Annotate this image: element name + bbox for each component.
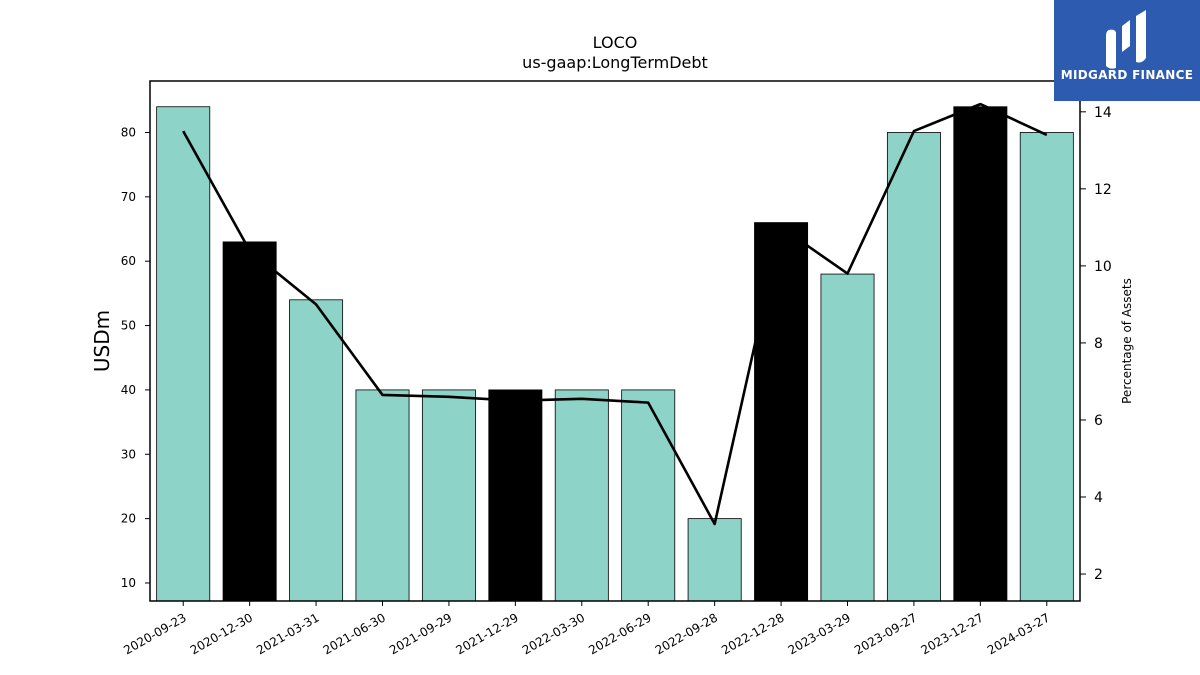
y-tick-label: 20 <box>121 512 136 526</box>
brand-logo: MIDGARD FINANCE <box>1054 0 1200 101</box>
brand-mark-icon <box>1106 10 1146 69</box>
chart-subtitle: us-gaap:LongTermDebt <box>522 53 708 72</box>
y-right-tick-label: 4 <box>1094 490 1103 506</box>
x-tick-label: 2021-06-30 <box>321 610 388 657</box>
bar <box>289 299 344 602</box>
bars-group <box>156 106 1074 602</box>
chart-title: LOCO <box>593 33 638 52</box>
bar <box>355 389 410 602</box>
bar <box>687 518 742 602</box>
y-right-tick-label: 14 <box>1094 105 1112 121</box>
bar <box>953 106 1008 602</box>
bar <box>1019 132 1074 602</box>
bar <box>621 389 676 602</box>
x-tick-label: 2020-12-30 <box>188 610 255 657</box>
y-right-tick-label: 12 <box>1094 182 1112 198</box>
bar <box>820 273 875 602</box>
y-right-tick-label: 6 <box>1094 413 1103 429</box>
percentage-line <box>182 102 1048 526</box>
bar <box>156 106 211 602</box>
bar <box>554 389 609 602</box>
x-tick-label: 2024-03-27 <box>985 610 1052 657</box>
y-right-tick-label: 8 <box>1094 336 1103 352</box>
y-tick-label: 60 <box>121 254 136 268</box>
x-tick-label: 2021-09-29 <box>387 610 454 657</box>
y-tick-label: 10 <box>121 576 136 590</box>
y-axis-label: USDm <box>90 310 114 372</box>
line-group <box>182 102 1048 526</box>
y-axis-label-right: Percentage of Assets <box>1120 278 1134 404</box>
y-tick-label: 30 <box>121 447 136 461</box>
x-tick-label: 2022-03-30 <box>520 610 587 657</box>
brand-name: MIDGARD FINANCE <box>1060 68 1194 82</box>
y-right-tick-label: 10 <box>1094 259 1112 275</box>
y-tick-label: 50 <box>121 319 136 333</box>
x-tick-label: 2021-03-31 <box>254 610 321 657</box>
y-tick-label: 70 <box>121 190 136 204</box>
x-tick-label: 2023-12-27 <box>918 610 985 657</box>
x-tick-label: 2021-12-29 <box>453 610 520 657</box>
x-tick-label: 2022-09-28 <box>653 610 720 657</box>
x-tick-label: 2022-06-29 <box>586 610 653 657</box>
bar <box>754 222 809 602</box>
bar <box>886 132 941 602</box>
x-tick-label: 2023-03-29 <box>786 610 853 657</box>
y-tick-label: 40 <box>121 383 136 397</box>
bar <box>421 389 476 602</box>
x-tick-label: 2022-12-28 <box>719 610 786 657</box>
bar <box>488 389 543 602</box>
bar <box>222 241 277 602</box>
plot-frame <box>149 80 1081 602</box>
y-tick-label: 80 <box>121 125 136 139</box>
y-right-tick-label: 2 <box>1094 567 1103 583</box>
x-tick-label: 2020-09-23 <box>121 610 188 657</box>
x-tick-label: 2023-09-27 <box>852 610 919 657</box>
